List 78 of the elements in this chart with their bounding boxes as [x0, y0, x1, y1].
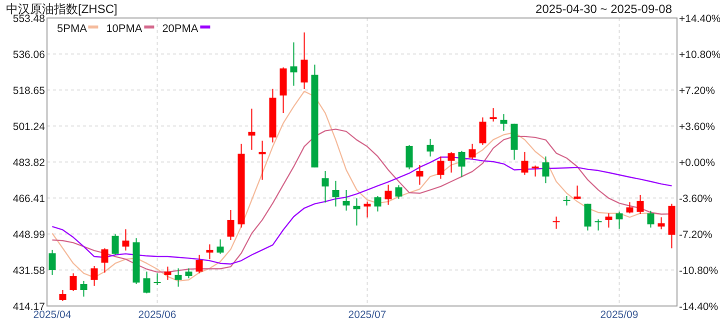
candlestick: [647, 210, 654, 228]
y2-tick-label: +14.40%: [679, 13, 720, 25]
candlestick: [185, 268, 192, 279]
y2-tick-label: -14.40%: [679, 301, 718, 313]
candlestick: [616, 211, 623, 230]
candlestick: [196, 254, 203, 274]
x-tick-label: 2025/04: [33, 309, 72, 320]
candlestick: [626, 202, 634, 214]
y-tick-label: 448.99: [12, 229, 46, 242]
y-tick-label: 553.48: [12, 13, 46, 25]
candlestick: [437, 156, 444, 180]
candlestick: [143, 271, 150, 294]
candlestick: [416, 164, 424, 186]
y-tick-label: 431.58: [12, 265, 46, 278]
candlestick: [658, 216, 665, 230]
candlestick: [216, 238, 224, 254]
y2-tick-label: +10.80%: [679, 49, 720, 61]
candlestick: [101, 248, 108, 274]
candlestick: [384, 184, 392, 206]
legend-label: 10PMA: [106, 23, 143, 35]
candlestick: [353, 198, 360, 226]
y-tick-label: 466.41: [12, 193, 46, 206]
candlestick: [322, 170, 329, 204]
candlestick: [164, 266, 172, 280]
candlestick: [552, 216, 560, 230]
candlestick: [521, 151, 528, 176]
candlestick: [490, 108, 497, 122]
candlestick: [374, 195, 382, 212]
candlestick: [290, 42, 298, 86]
candlestick: [584, 203, 592, 231]
x-tick-label: 2025/07: [348, 309, 386, 320]
chart-title: 中汉原油指数[ZHSC]: [6, 2, 118, 16]
y-tick-label: 518.65: [12, 85, 46, 98]
candlestick: [406, 144, 413, 170]
candlestick: [532, 165, 539, 178]
legend-label: 5PMA: [57, 23, 88, 35]
candlestick: [206, 244, 214, 260]
y-tick-label: 536.06: [12, 49, 46, 62]
candlestick: [48, 249, 56, 276]
candlestick: [248, 108, 256, 150]
candlestick: [174, 268, 182, 288]
candlestick: [90, 266, 98, 286]
y2-tick-label: -3.60%: [679, 193, 712, 205]
candlestick: [563, 195, 570, 206]
candlestick: [364, 201, 371, 218]
candlestick: [468, 143, 476, 160]
candlestick: [500, 114, 508, 132]
y-tick-label: 483.82: [12, 157, 46, 170]
candlestick: [448, 152, 455, 174]
candlestick: [154, 272, 161, 286]
y2-tick-label: +3.60%: [679, 121, 715, 133]
y-tick-label: 501.24: [12, 120, 46, 133]
chart-subtitle: 2025-04-30 ~ 2025-09-08: [536, 2, 672, 16]
y2-tick-label: +7.20%: [679, 85, 715, 97]
candlestick: [300, 32, 308, 90]
y2-tick-label: +0.00%: [679, 157, 715, 169]
y2-tick-label: -10.80%: [679, 265, 718, 277]
candlestick: [458, 150, 466, 178]
candlestick: [426, 138, 434, 157]
candlestick: [122, 228, 130, 252]
candlestick: [574, 185, 581, 200]
candlestick: [80, 280, 88, 298]
y2-tick-label: -7.20%: [679, 229, 712, 241]
candlestick: [112, 234, 119, 256]
candlestick: [395, 184, 402, 200]
candlestick: [332, 180, 340, 207]
candlestick: [59, 290, 66, 302]
candlestick: [342, 189, 350, 212]
candlestick: [636, 194, 644, 214]
x-tick-label: 2025/09: [600, 309, 638, 320]
x-tick-label: 2025/06: [138, 309, 176, 320]
candlestick: [227, 210, 234, 240]
candlestick: [542, 156, 550, 184]
candlestick: [479, 116, 486, 146]
candlestick: [70, 272, 77, 292]
legend-label: 20PMA: [162, 23, 199, 35]
candlestick: [594, 218, 602, 231]
candlestick: [605, 212, 612, 228]
